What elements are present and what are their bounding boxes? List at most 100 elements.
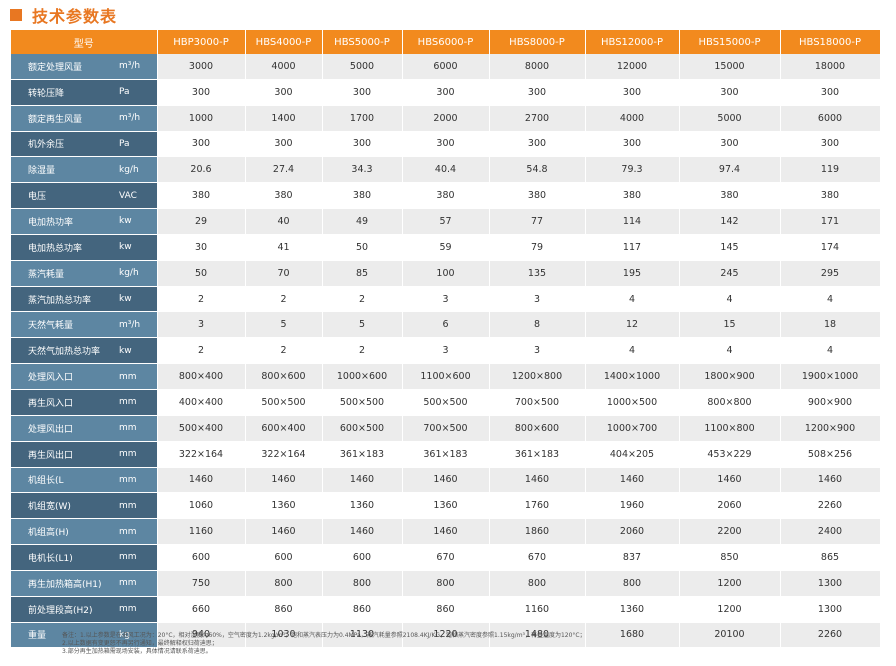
model-header: HBS4000-P: [245, 30, 323, 54]
value-cell: 2700: [489, 105, 586, 132]
value-cell: 2000: [402, 105, 490, 132]
value-cell: 750: [157, 570, 246, 597]
value-cell: 174: [780, 234, 881, 261]
value-cell: 500×500: [322, 389, 403, 416]
value-cell: 1000: [157, 105, 246, 132]
title-square-icon: [10, 9, 22, 21]
value-cell: 20.6: [157, 156, 246, 184]
param-name: 蒸汽加热总功率: [11, 286, 113, 313]
param-name: 重量: [11, 622, 113, 649]
value-cell: 1360: [245, 492, 323, 520]
model-header: HBS15000-P: [679, 30, 781, 54]
value-cell: 1460: [245, 467, 323, 494]
note-line: 2.以上数据有变更恕不再另行通知，最终解释权归荷迪思；: [62, 640, 218, 647]
value-cell: 34.3: [322, 156, 403, 184]
value-cell: 12: [585, 311, 680, 339]
value-cell: 70: [245, 260, 323, 287]
param-name: 机组长(L: [11, 467, 113, 494]
table-row: 处理风入口 mm 800×400 800×600 1000×600 1100×600 120…: [11, 363, 881, 390]
param-unit: kw: [113, 234, 158, 261]
value-cell: 300: [402, 79, 490, 106]
value-cell: 195: [585, 260, 680, 287]
value-cell: 20100: [679, 622, 781, 649]
value-cell: 1860: [489, 518, 586, 546]
value-cell: 1800×900: [679, 363, 781, 390]
value-cell: 54.8: [489, 156, 586, 184]
value-cell: 2: [157, 337, 246, 365]
param-name: 额定再生风量: [11, 105, 113, 132]
value-cell: 100: [402, 260, 490, 287]
value-cell: 114: [585, 208, 680, 235]
value-cell: 29: [157, 208, 246, 235]
value-cell: 15000: [679, 54, 781, 80]
param-unit: mm: [113, 570, 158, 597]
value-cell: 30: [157, 234, 246, 261]
param-unit: mm: [113, 467, 158, 494]
value-cell: 1000×600: [322, 363, 403, 390]
table-row: 机组高(H) mm 1160 1460 1460 1460 1860 2060 2200 2400: [11, 518, 881, 546]
value-cell: 117: [585, 234, 680, 261]
value-cell: 837: [585, 544, 680, 571]
value-cell: 40.4: [402, 156, 490, 184]
table-row: 蒸汽耗量 kg/h 50 70 85 100 135 195 245 295: [11, 260, 881, 287]
value-cell: 15: [679, 311, 781, 339]
table-row: 再生风入口 mm 400×400 500×500 500×500 500×500 700×5…: [11, 389, 881, 416]
table-row: 额定处理风量 m³/h 3000 4000 5000 6000 8000 12000 15000…: [11, 54, 881, 80]
value-cell: 361×183: [322, 441, 403, 468]
value-cell: 1460: [402, 467, 490, 494]
model-header: HBS6000-P: [402, 30, 490, 54]
value-cell: 135: [489, 260, 586, 287]
page-title: 技术参数表: [32, 7, 118, 26]
value-cell: 4: [585, 337, 680, 365]
value-cell: 300: [585, 79, 680, 106]
value-cell: 380: [245, 182, 323, 210]
value-cell: 1200×800: [489, 363, 586, 390]
value-cell: 2400: [780, 518, 881, 546]
value-cell: 300: [489, 131, 586, 158]
value-cell: 900×900: [780, 389, 881, 416]
value-cell: 4000: [245, 54, 323, 80]
table-row: 机组长(L mm 1460 1460 1460 1460 1460 1460 1460 1460: [11, 467, 881, 494]
value-cell: 322×164: [245, 441, 323, 468]
value-cell: 380: [157, 182, 246, 210]
value-cell: 5: [245, 311, 323, 339]
value-cell: 1360: [402, 492, 490, 520]
value-cell: 865: [780, 544, 881, 571]
value-cell: 5: [322, 311, 403, 339]
param-name: 额定处理风量: [11, 54, 113, 80]
value-cell: 600×400: [245, 415, 323, 442]
value-cell: 1700: [322, 105, 403, 132]
table-row: 电加热功率 kw 29 40 49 57 77 114 142 171: [11, 208, 881, 235]
value-cell: 6000: [780, 105, 881, 132]
value-cell: 4: [679, 286, 781, 313]
param-name: 前处理段高(H2): [11, 596, 113, 623]
value-cell: 171: [780, 208, 881, 235]
note-line: 备注：1.以上参数是在进风工况为：20°C，相对湿度为60%，空气密度为1.2k…: [62, 632, 586, 639]
value-cell: 500×500: [402, 389, 490, 416]
param-unit: mm: [113, 518, 158, 546]
value-cell: 4000: [585, 105, 680, 132]
param-name: 再生加热箱高(H1): [11, 570, 113, 597]
table-row: 天然气耗量 m³/h 3 5 5 6 8 12 15 18: [11, 311, 881, 339]
table-row: 转轮压降 Pa 300 300 300 300 300 300 300 300: [11, 79, 881, 106]
value-cell: 8: [489, 311, 586, 339]
value-cell: 1300: [780, 570, 881, 597]
table-row: 蒸汽加热总功率 kw 2 2 2 3 3 4 4 4: [11, 286, 881, 313]
table-row: 机组宽(W) mm 1060 1360 1360 1360 1760 1960 2060 2260: [11, 492, 881, 520]
param-unit: kg/h: [113, 260, 158, 287]
value-cell: 700×500: [489, 389, 586, 416]
value-cell: 500×500: [245, 389, 323, 416]
value-cell: 404×205: [585, 441, 680, 468]
value-cell: 1220: [402, 622, 490, 649]
param-unit: kw: [113, 208, 158, 235]
value-cell: 1000×500: [585, 389, 680, 416]
table-row: 除湿量 kg/h 20.6 27.4 34.3 40.4 54.8 79.3 97.4 119: [11, 156, 881, 184]
value-cell: 59: [402, 234, 490, 261]
value-cell: 1460: [322, 467, 403, 494]
param-name: 蒸汽耗量: [11, 260, 113, 287]
value-cell: 1100×800: [679, 415, 781, 442]
value-cell: 300: [157, 131, 246, 158]
value-cell: 300: [245, 79, 323, 106]
value-cell: 3: [489, 286, 586, 313]
value-cell: 2: [322, 337, 403, 365]
